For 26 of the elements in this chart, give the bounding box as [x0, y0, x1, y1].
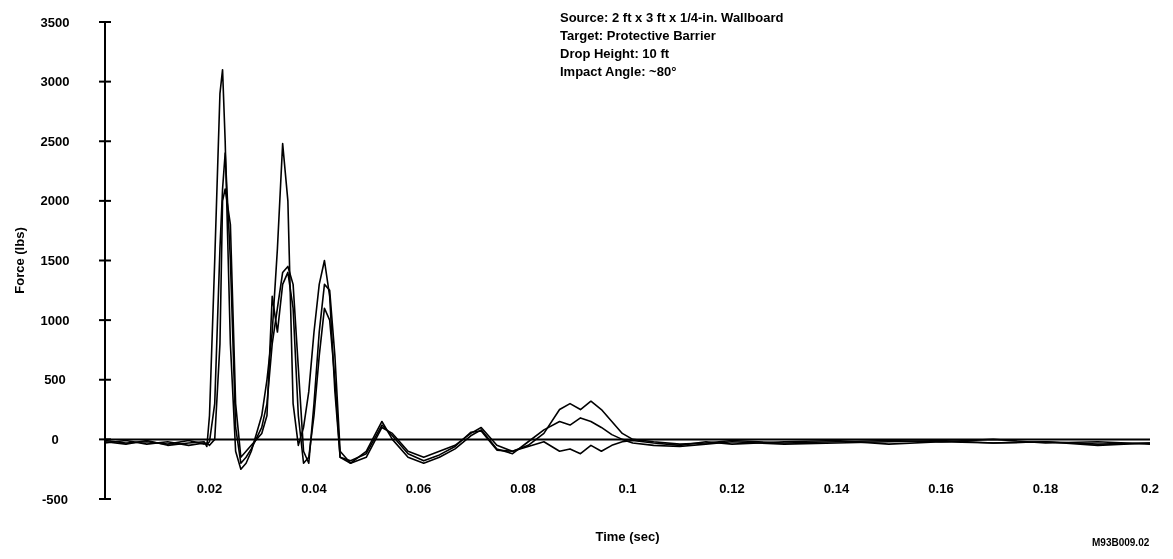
x-axis-title: Time (sec)	[595, 529, 660, 544]
x-tick-label: 0.06	[405, 481, 432, 496]
annotation: Impact Angle: ~80°	[560, 64, 677, 79]
y-tick-label: 3500	[40, 14, 70, 30]
x-tick-label: 0.2	[1140, 481, 1160, 496]
y-tick-label: 2500	[40, 133, 70, 149]
y-tick-label: 1000	[40, 312, 70, 328]
x-tick-label: 0.14	[823, 481, 850, 496]
y-tick-label: 2000	[40, 193, 70, 209]
x-tick-label: 0.16	[928, 481, 954, 496]
x-tick-label: 0.12	[719, 481, 745, 496]
y-tick-label: 1500	[40, 253, 70, 269]
x-tick-label: 0.08	[510, 481, 536, 496]
annotation: Source: 2 ft x 3 ft x 1/4-in. Wallboard	[560, 10, 784, 25]
x-tick-label: 0.02	[196, 481, 223, 496]
x-tick-label: 0.18	[1032, 481, 1059, 496]
x-tick-label: 0.04	[301, 481, 328, 496]
y-tick-label: 0	[51, 431, 59, 447]
x-tick-label: 0.1	[618, 481, 637, 496]
annotation: Drop Height: 10 ft	[560, 46, 670, 61]
y-tick-label: 500	[44, 372, 66, 388]
y-tick-label: 3000	[40, 74, 70, 90]
annotation: Target: Protective Barrier	[560, 28, 716, 43]
y-tick-label: -500	[41, 491, 69, 507]
y-axis-title: Force (lbs)	[12, 227, 27, 294]
text: M93B009.02	[1092, 537, 1150, 548]
